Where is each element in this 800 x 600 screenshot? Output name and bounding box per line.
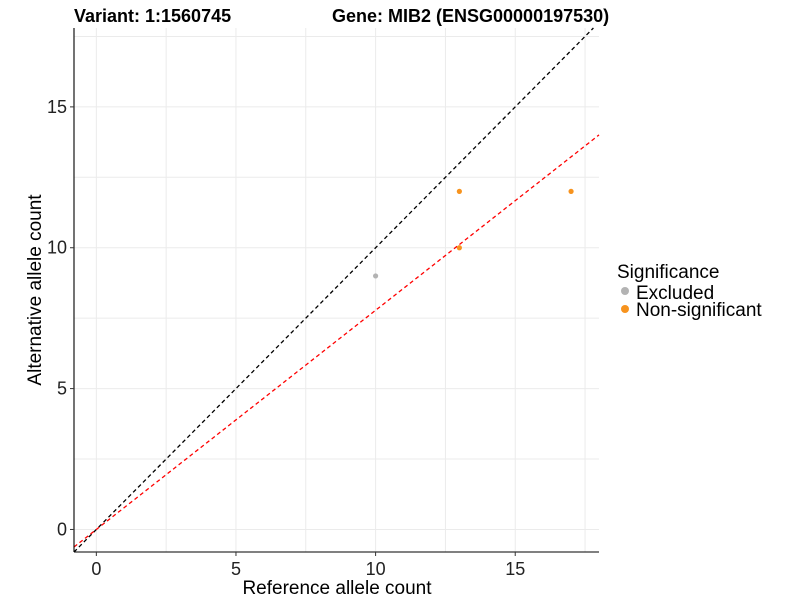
data-point-non-significant	[456, 245, 462, 251]
data-points	[372, 188, 574, 279]
legend-marker-excluded	[621, 287, 629, 295]
reference-line-fit	[73, 134, 600, 548]
legend: Significance Excluded Non-significant	[617, 262, 762, 321]
legend-title: Significance	[617, 262, 719, 283]
y-tick-label: 5	[57, 379, 67, 399]
data-point-non-significant	[568, 188, 574, 194]
data-point-excluded	[372, 273, 379, 279]
reference-line-identity	[73, 27, 594, 553]
data-point-non-significant	[456, 188, 462, 194]
grid	[74, 28, 599, 552]
y-tick-label: 0	[57, 519, 67, 539]
legend-marker-non-significant	[621, 305, 629, 313]
x-axis-label: Reference allele count	[242, 578, 432, 599]
reference-lines	[73, 27, 600, 553]
chart-title-variant: Variant: 1:1560745	[74, 6, 231, 26]
y-axis-label: Alternative allele count	[25, 194, 46, 386]
legend-label-excluded: Excluded	[636, 283, 714, 304]
y-tick-label: 10	[47, 238, 67, 258]
x-tick-label: 10	[366, 559, 386, 579]
axes: 0 5 10 15 0 5 10 15	[47, 28, 599, 579]
chart-title-gene: Gene: MIB2 (ENSG00000197530)	[332, 6, 609, 26]
x-tick-label: 0	[91, 559, 101, 579]
x-tick-label: 5	[231, 559, 241, 579]
x-tick-label: 15	[505, 559, 525, 579]
legend-label-non-significant: Non-significant	[636, 300, 762, 321]
y-tick-label: 15	[47, 97, 67, 117]
